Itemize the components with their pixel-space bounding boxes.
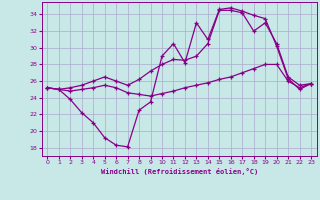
X-axis label: Windchill (Refroidissement éolien,°C): Windchill (Refroidissement éolien,°C) <box>100 168 258 175</box>
